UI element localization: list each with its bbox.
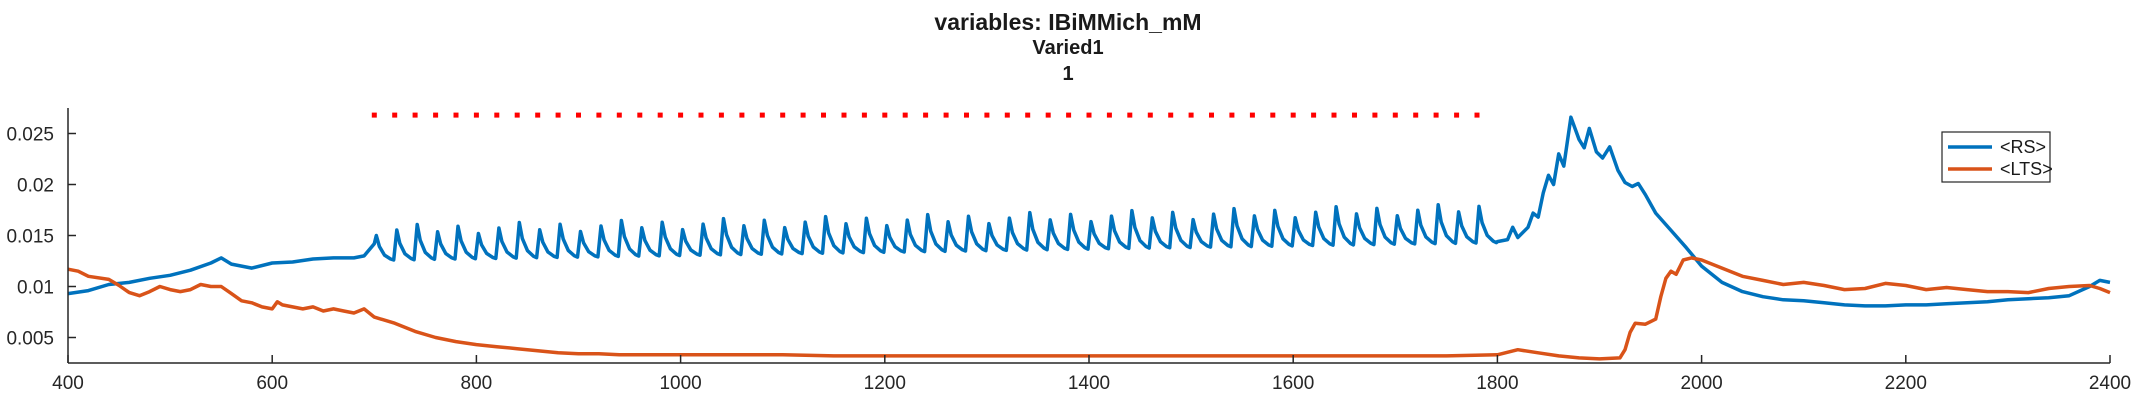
stimulus-marker (800, 112, 806, 118)
series-line-lts (67, 256, 2111, 361)
stimulus-marker (1147, 112, 1153, 118)
stimulus-marker (1270, 112, 1276, 118)
x-tick-label: 1400 (1068, 373, 1110, 394)
plot-area (67, 112, 2111, 361)
series-line-rs (67, 115, 2111, 308)
stimulus-marker (861, 112, 867, 118)
x-tick-label: 1800 (1476, 373, 1518, 394)
x-tick-label: 2400 (2089, 373, 2131, 394)
stimulus-marker (412, 112, 418, 118)
stimulus-marker (780, 112, 786, 118)
y-tick-label: 0.005 (6, 329, 54, 350)
stimulus-marker (1004, 112, 1010, 118)
stimulus-marker (841, 112, 847, 118)
stimulus-marker (637, 112, 643, 118)
stimulus-marker (514, 112, 520, 118)
y-tick-label: 0.01 (17, 278, 54, 299)
stimulus-marker (759, 112, 765, 118)
stimulus-marker (576, 112, 581, 118)
stimulus-marker (1066, 112, 1072, 118)
stimulus-marker (1209, 112, 1214, 118)
stimulus-marker (923, 112, 929, 118)
legend-label-rs: <RS> (2000, 137, 2046, 157)
stimulus-marker (555, 112, 561, 118)
stimulus-marker (1352, 112, 1357, 118)
legend: <RS><LTS> (1941, 131, 2053, 183)
x-tick-label: 1600 (1272, 373, 1314, 394)
stimulus-marker (1106, 112, 1112, 118)
stimulus-marker (1025, 112, 1031, 118)
stimulus-marker (1168, 112, 1174, 118)
x-tick-label: 1200 (864, 373, 906, 394)
x-tick-label: 2000 (1680, 373, 1722, 394)
stimulus-marker (1229, 112, 1235, 118)
axes: 400 600 800 1000 1200 1400 1600 1800 2000 2200 240… (6, 108, 2131, 394)
stimulus-marker (371, 112, 377, 118)
stimulus-marker (433, 112, 439, 118)
legend-box (1941, 131, 2051, 183)
y-tick-label: 0.025 (6, 125, 54, 146)
stimulus-marker (453, 112, 459, 118)
stimulus-marker (473, 112, 479, 118)
stimulus-marker (698, 112, 704, 118)
stimulus-marker (494, 112, 500, 118)
title-line-3: 1 (1062, 63, 1073, 85)
chart-title: variables: IBiMMich_mM Varied1 1 (934, 9, 1201, 85)
stimulus-marker (718, 112, 724, 118)
stimulus-marker (596, 112, 602, 118)
x-tick-label: 400 (52, 373, 84, 394)
stimulus-marker (657, 112, 663, 118)
x-tick-label: 600 (256, 373, 288, 394)
stimulus-marker (535, 112, 541, 118)
stimulus-marker (882, 112, 888, 118)
title-line-2: Varied1 (1032, 37, 1103, 59)
stimulus-marker (1392, 112, 1398, 118)
y-tick-label: 0.02 (17, 176, 54, 197)
stimulus-marker (1413, 112, 1419, 118)
stimulus-marker (1249, 112, 1255, 118)
stimulus-marker (943, 112, 949, 118)
stimulus-marker (616, 112, 622, 118)
stimulus-marker (1331, 112, 1337, 118)
stimulus-marker (739, 112, 745, 118)
stimulus-marker (392, 112, 398, 118)
stimulus-marker (1311, 112, 1317, 118)
stimulus-marker (1188, 112, 1194, 118)
stimulus-marker (1127, 112, 1133, 118)
stimulus-marker (678, 112, 684, 118)
stimulus-marker (1290, 112, 1296, 118)
stimulus-marker (1454, 112, 1460, 118)
stimulus-marker (1474, 112, 1480, 118)
x-tick-label: 1000 (659, 373, 701, 394)
stimulus-marker (1045, 112, 1051, 118)
stimulus-marker (1372, 112, 1378, 118)
x-tick-label: 2200 (1885, 373, 1927, 394)
stimulus-marker (984, 112, 990, 118)
x-tick-label: 800 (461, 373, 493, 394)
stimulus-marker (1433, 112, 1439, 118)
title-line-1: variables: IBiMMich_mM (934, 9, 1201, 35)
stimulus-marker (902, 112, 908, 118)
legend-label-lts: <LTS> (2000, 159, 2053, 179)
stimulus-marker (964, 112, 969, 118)
stimulus-marker (821, 112, 826, 118)
y-tick-label: 0.015 (6, 227, 54, 248)
stimulus-marker (1086, 112, 1092, 118)
